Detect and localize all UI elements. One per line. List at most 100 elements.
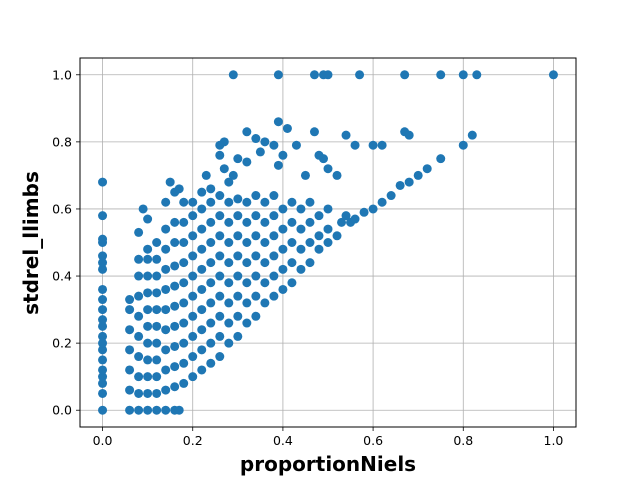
data-point [233,211,243,221]
data-point [215,311,225,321]
data-point [188,231,198,241]
data-point [233,271,243,281]
data-point [206,197,216,207]
x-tick-label: 0.6 [363,433,383,448]
data-point [413,170,423,180]
data-point [161,325,171,335]
data-point [386,191,396,201]
data-point [296,244,306,254]
data-point [269,140,279,150]
data-point [215,251,225,261]
data-point [98,321,108,331]
data-point [161,284,171,294]
data-point [296,224,306,234]
data-point [125,325,135,335]
data-point [377,140,387,150]
data-point [242,258,252,268]
data-point [242,217,252,227]
x-tick-label: 0.0 [93,433,113,448]
data-point [179,278,189,288]
data-point [143,214,153,224]
data-point [215,331,225,341]
data-point [98,211,108,221]
data-point [228,170,238,180]
data-point [251,134,261,144]
data-point [197,204,207,214]
data-point [255,147,265,157]
data-point [251,251,261,261]
data-point [98,372,108,382]
data-point [170,301,180,311]
data-point [197,365,207,375]
x-tick-label: 0.8 [453,433,473,448]
data-point [368,140,378,150]
data-point [98,295,108,305]
data-point [161,224,171,234]
data-point [197,224,207,234]
data-point [170,217,180,227]
data-point [300,170,310,180]
data-point [179,258,189,268]
data-point [98,388,108,398]
data-point [134,227,144,237]
data-point [305,197,315,207]
data-point [179,358,189,368]
data-point [278,224,288,234]
data-point [188,352,198,362]
data-point [188,197,198,207]
data-point [377,197,387,207]
data-point [125,305,135,315]
data-point [188,211,198,221]
data-point [188,311,198,321]
data-point [436,154,446,164]
data-point [260,217,270,227]
data-point [125,295,135,305]
data-point [134,254,144,264]
data-point [224,338,234,348]
data-point [206,318,216,328]
data-point [273,70,283,80]
data-point [314,231,324,241]
data-point [161,365,171,375]
data-point [350,140,360,150]
plot-frame [79,57,577,428]
data-point [260,258,270,268]
data-point [323,204,333,214]
data-point [134,388,144,398]
data-point [368,204,378,214]
data-point [152,271,162,281]
data-point [215,291,225,301]
data-point [98,305,108,315]
data-point [170,382,180,392]
data-point [287,278,297,288]
data-point [98,331,108,341]
data-point [98,405,108,415]
data-point [152,405,162,415]
data-point [472,70,482,80]
data-point [400,70,410,80]
data-point [179,217,189,227]
data-point [355,70,365,80]
data-point [548,70,558,80]
data-point [215,271,225,281]
data-point [98,345,108,355]
data-point [170,238,180,247]
data-point [152,238,162,247]
data-point [233,194,243,204]
data-point [458,70,468,80]
data-point [152,288,162,298]
data-point [233,231,243,241]
data-point [161,264,171,274]
x-tick-label: 1.0 [544,433,564,448]
data-point [287,217,297,227]
data-point [269,231,279,241]
data-point [188,372,198,382]
data-point [143,372,153,382]
data-point [152,321,162,331]
data-point [152,355,162,365]
data-point [179,338,189,348]
data-point [161,305,171,315]
data-point [134,405,144,415]
data-point [260,197,270,207]
